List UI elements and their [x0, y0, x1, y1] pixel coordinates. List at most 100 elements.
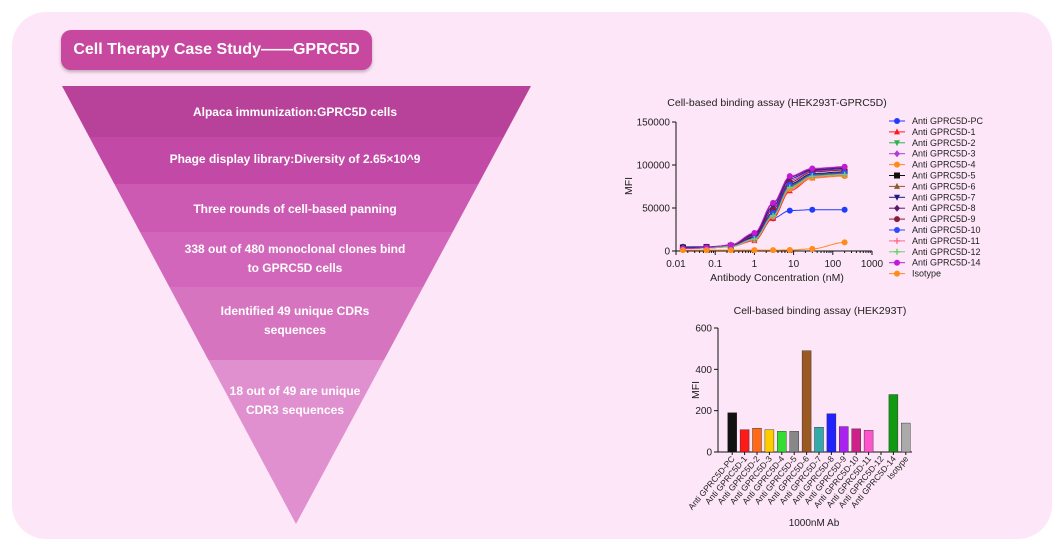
data-point: [841, 239, 848, 246]
legend-label: Anti GPRC5D-4: [912, 160, 976, 170]
legend-label: Anti GPRC5D-1: [912, 127, 976, 137]
x-axis-label: Antibody Concentration (nM): [710, 272, 844, 284]
series-4: [679, 173, 848, 252]
legend-label: Anti GPRC5D-10: [912, 225, 981, 235]
legend-label: Anti GPRC5D-3: [912, 149, 976, 159]
series-12: [679, 171, 848, 252]
y-axis-label: MFI: [623, 177, 635, 195]
series-line: [682, 174, 845, 249]
legend-label: Anti GPRC5D-8: [912, 203, 976, 213]
bar: [752, 428, 762, 453]
legend-marker: [894, 270, 900, 277]
series-2: [679, 171, 848, 252]
series-line: [682, 167, 845, 249]
legend-marker: [894, 150, 900, 158]
legend-label: Isotype: [912, 269, 941, 279]
funnel-step-1: [62, 86, 531, 137]
series-line: [682, 174, 845, 249]
x-tick-label: 1000: [861, 259, 884, 270]
funnel-step-label: 338 out of 480 monoclonal clones bind to…: [184, 242, 406, 275]
series-line: [682, 173, 845, 249]
y-tick-label: 50000: [642, 204, 670, 215]
y-axis-label: MFI: [690, 381, 702, 399]
legend-marker: [894, 194, 900, 201]
y-tick-label: 400: [695, 365, 712, 376]
data-point: [727, 241, 734, 248]
legend-label: Anti GPRC5D-11: [912, 236, 980, 246]
data-point: [751, 229, 758, 236]
legend-label: Anti GPRC5D-2: [912, 138, 976, 148]
series-line: [682, 166, 845, 249]
legend-marker: [894, 227, 900, 233]
bar-chart-title: Cell-based binding assay (HEK293T): [734, 305, 907, 317]
bar: [839, 426, 849, 453]
series-10: [679, 169, 848, 252]
bar: [863, 430, 874, 453]
bar: [727, 412, 737, 453]
bar: [826, 413, 837, 453]
funnel-step-label: 18 out of 49 are unique CDR3 sequences: [229, 384, 361, 417]
series-line: [682, 241, 845, 251]
data-point: [751, 247, 758, 254]
bar: [777, 431, 787, 453]
legend-marker: [894, 161, 900, 168]
funnel-step-5: [169, 287, 424, 360]
legend-marker: [894, 118, 900, 124]
funnel-step-label: Alpaca immunization:GPRC5D cells: [192, 105, 398, 119]
bar: [789, 431, 799, 453]
x-tick-label: 1: [752, 259, 758, 270]
series-line: [682, 167, 845, 249]
x-tick-label: 0.1: [708, 259, 722, 270]
funnel-step-6: [208, 360, 384, 524]
series-line: [682, 174, 845, 249]
legend-marker: [894, 204, 900, 212]
legend-label: Anti GPRC5D-9: [912, 214, 976, 224]
bar-chart: Cell-based binding assay (HEK293T) 0 200 40…: [686, 305, 912, 529]
data-point: [786, 173, 793, 180]
legend-marker: [894, 140, 900, 147]
legend-label: Anti GPRC5D-5: [912, 171, 976, 181]
funnel-step-2: [89, 137, 504, 184]
data-point: [727, 247, 734, 254]
legend-marker: [894, 216, 900, 223]
funnel-step-4: [140, 232, 453, 287]
series-7: [679, 165, 848, 252]
x-tick-label: 0.01: [666, 259, 686, 270]
series-13: [679, 163, 848, 252]
series-3: [679, 165, 848, 252]
series-line: [682, 168, 845, 249]
data-point: [786, 184, 793, 191]
bar: [888, 394, 899, 453]
data-point: [809, 206, 816, 213]
data-point: [751, 235, 758, 242]
legend-marker: [894, 237, 900, 244]
x-tick-label: 10: [788, 259, 800, 270]
data-point: [841, 206, 848, 213]
bar: [764, 429, 775, 453]
y-tick-label: 150000: [637, 118, 671, 129]
funnel-step-label: Identified 49 unique CDRs sequences: [220, 304, 370, 337]
y-tick-label: 200: [695, 406, 712, 417]
data-point: [841, 163, 848, 170]
legend-marker: [894, 248, 900, 255]
y-tick-label: 100000: [637, 161, 671, 172]
y-tick-label: 600: [695, 324, 712, 335]
data-point: [703, 247, 710, 254]
data-point: [809, 245, 816, 252]
page-title-text: Cell Therapy Case Study——GPRC5D: [73, 41, 360, 58]
series-line: [682, 173, 845, 249]
data-point: [786, 246, 793, 253]
bar: [851, 428, 861, 453]
page-title: Cell Therapy Case Study——GPRC5D: [61, 30, 372, 70]
data-point: [841, 171, 848, 178]
bar: [814, 427, 824, 453]
x-tick-label: 100: [824, 259, 841, 270]
x-axis-label: 1000nM Ab: [789, 518, 840, 529]
funnel-step-3: [114, 184, 479, 232]
funnel-step-label: Phage display library:Diversity of 2.65×…: [169, 152, 421, 166]
series-line: [682, 175, 845, 249]
legend-label: Anti GPRC5D-14: [912, 258, 981, 268]
line-chart-title: Cell-based binding assay (HEK293T-GPRC5D…: [667, 97, 886, 109]
